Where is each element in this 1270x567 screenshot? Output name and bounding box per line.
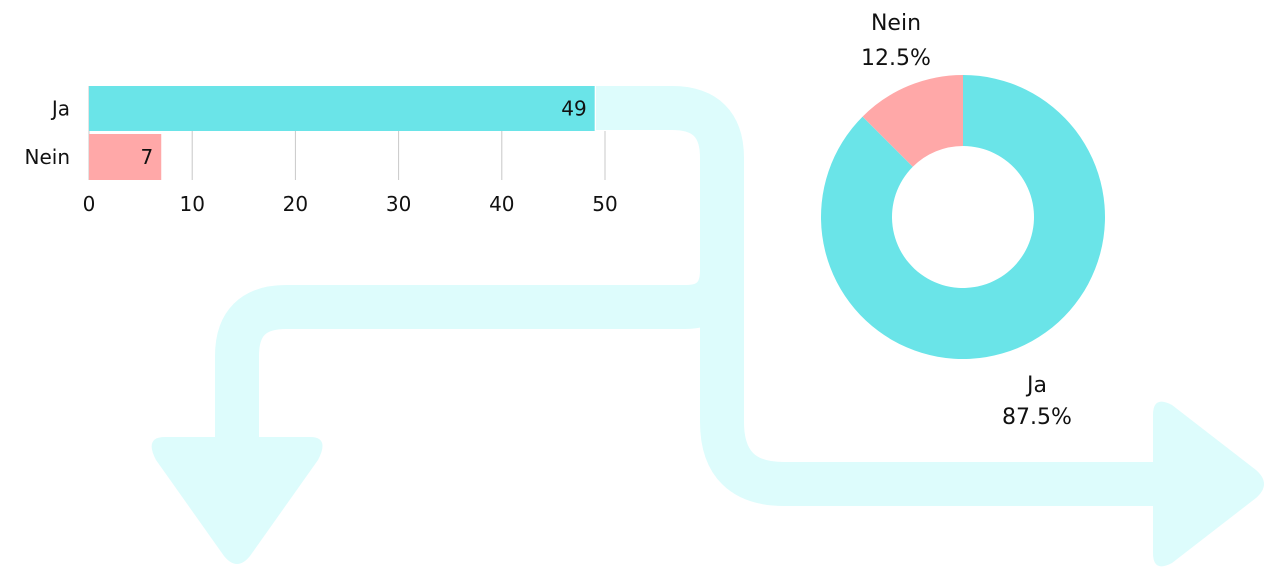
slice-percent-label: 12.5% (861, 46, 931, 71)
x-tick-label: 20 (283, 192, 308, 216)
y-category-label: Nein (25, 145, 71, 169)
slice-label: Nein (871, 11, 921, 36)
x-tick-label: 50 (592, 192, 617, 216)
arrow-down-icon (151, 437, 323, 564)
donut-chart: Ja 87.5% Nein 12.5% (821, 11, 1105, 430)
slice-label: Ja (1025, 373, 1047, 398)
branch-arrow-path (215, 268, 744, 440)
x-tick-label: 30 (386, 192, 411, 216)
bar-nein (89, 134, 162, 180)
connector-arrow-path (596, 86, 1165, 506)
x-tick-label: 10 (179, 192, 204, 216)
arrow-right-icon (1153, 401, 1264, 567)
slice-percent-label: 87.5% (1002, 405, 1072, 430)
donut-slice-nein (862, 75, 963, 167)
bar-value-label: 49 (561, 97, 586, 121)
background-arrows (151, 86, 1264, 567)
bar-value-label: 7 (141, 145, 154, 169)
y-category-label: Ja (50, 97, 70, 121)
donut-slice-ja (821, 75, 1105, 359)
x-tick-label: 40 (489, 192, 514, 216)
x-tick-label: 0 (83, 192, 96, 216)
bar-ja (89, 86, 595, 131)
bar-chart: 0 10 20 30 40 50 Ja 49 Nein 7 (25, 86, 618, 216)
